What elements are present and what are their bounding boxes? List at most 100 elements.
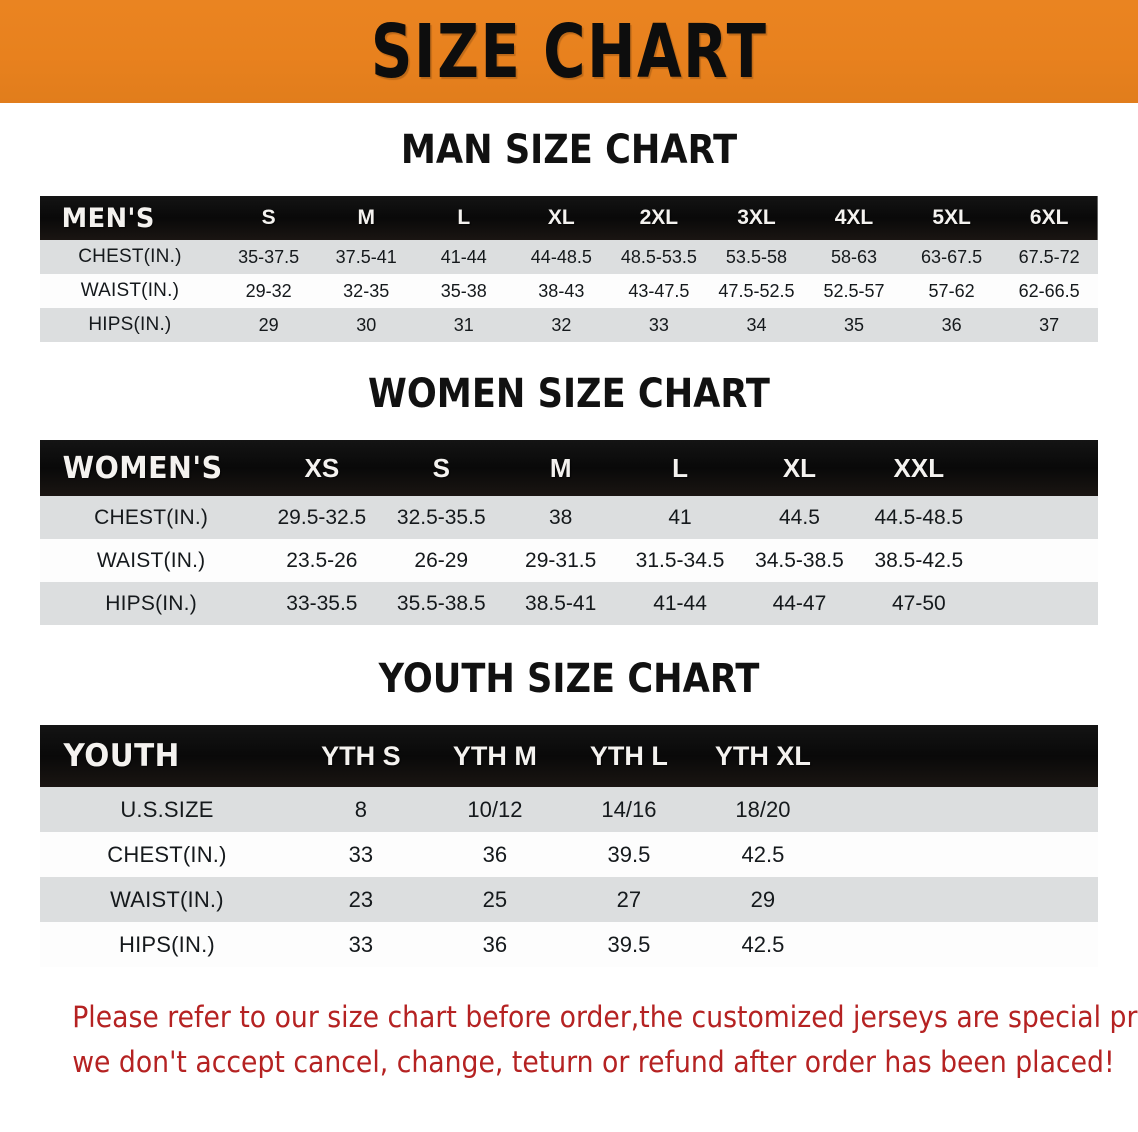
table-row: CHEST(IN.) 33 36 39.5 42.5 xyxy=(40,832,1098,877)
women-cell: 41-44 xyxy=(653,591,707,615)
man-cell: 38-43 xyxy=(538,280,585,301)
youth-cell: 36 xyxy=(482,931,508,957)
youth-size-header-empty xyxy=(964,725,1098,787)
man-size-header: 3XL xyxy=(737,206,776,229)
youth-table-wrap: YOUTH YTH S YTH M YTH L YTH XL U.S.SIZE 8 10/1… xyxy=(40,725,1098,967)
women-table-head: WOMEN'S XS S M L XL XXL xyxy=(40,440,1098,496)
youth-table-body: U.S.SIZE 8 10/12 14/16 18/20 CHEST(IN.) 33 36 3… xyxy=(40,787,1098,967)
women-size-table: WOMEN'S XS S M L XL XXL CHEST(IN.) 29.5-32.5 32.… xyxy=(40,440,1098,625)
man-table-head: MEN'S S M L XL 2XL 3XL 4XL 5XL 6XL xyxy=(40,196,1098,240)
women-size-header: XS xyxy=(304,452,340,483)
women-cell: 38.5-41 xyxy=(525,591,597,615)
man-cell: 37 xyxy=(1039,314,1060,335)
man-cell: 29-32 xyxy=(245,280,292,301)
man-cell: 48.5-53.5 xyxy=(620,246,697,267)
youth-row-label: HIPS(IN.) xyxy=(119,931,215,957)
women-cell: 44.5 xyxy=(779,505,820,529)
women-section-title: WOMEN SIZE CHART xyxy=(368,371,770,417)
youth-cell-empty xyxy=(830,877,964,922)
women-row-label: WAIST(IN.) xyxy=(96,548,206,572)
youth-section-title: YOUTH SIZE CHART xyxy=(378,656,760,702)
table-row: CHEST(IN.) 29.5-32.5 32.5-35.5 38 41 44.5 44.5… xyxy=(40,496,1098,539)
women-cell: 44-47 xyxy=(772,591,827,615)
youth-cell-empty xyxy=(964,922,1098,967)
man-cell: 47.5-52.5 xyxy=(718,280,795,301)
man-size-header: M xyxy=(357,206,375,229)
women-cell: 38 xyxy=(548,505,573,529)
man-size-header: 2XL xyxy=(639,206,679,229)
youth-cell-empty xyxy=(964,787,1098,832)
youth-cell: 39.5 xyxy=(607,841,651,867)
man-row-label: CHEST(IN.) xyxy=(78,246,182,267)
youth-cell: 8 xyxy=(354,796,368,822)
youth-cell: 33 xyxy=(348,931,374,957)
page-banner: SIZE CHART xyxy=(0,0,1138,103)
women-cell: 38.5-42.5 xyxy=(874,548,964,572)
youth-cell: 36 xyxy=(482,841,508,867)
women-row-label: HIPS(IN.) xyxy=(105,591,197,615)
women-cell: 31.5-34.5 xyxy=(635,548,725,572)
youth-row-label: CHEST(IN.) xyxy=(107,841,227,867)
man-size-header: S xyxy=(261,206,276,229)
youth-cell: 39.5 xyxy=(607,931,651,957)
man-cell: 36 xyxy=(941,314,962,335)
man-cell: 58-63 xyxy=(830,246,878,267)
man-cell: 43-47.5 xyxy=(628,280,690,301)
youth-cell-empty xyxy=(830,832,964,877)
youth-cell: 14/16 xyxy=(601,796,657,822)
man-cell: 33 xyxy=(648,314,669,335)
man-cell: 32 xyxy=(551,314,572,335)
women-cell-empty xyxy=(979,582,1098,625)
man-cell: 34 xyxy=(746,314,767,335)
man-cell: 62-66.5 xyxy=(1018,280,1080,301)
man-cell: 35-37.5 xyxy=(238,246,300,267)
women-cell: 44.5-48.5 xyxy=(874,505,964,529)
man-header-label: MEN'S xyxy=(61,202,155,234)
man-cell: 30 xyxy=(356,314,377,335)
youth-cell: 33 xyxy=(348,841,374,867)
women-size-header: L xyxy=(672,452,688,483)
man-size-header: L xyxy=(457,206,471,229)
women-size-header-empty xyxy=(979,440,1098,496)
man-row-label: WAIST(IN.) xyxy=(80,280,180,301)
man-cell: 52.5-57 xyxy=(823,280,885,301)
disclaimer-line-2: we don't accept cancel, change, teturn o… xyxy=(72,1045,1115,1079)
youth-table-head: YOUTH YTH S YTH M YTH L YTH XL xyxy=(40,725,1098,787)
youth-row-label: U.S.SIZE xyxy=(120,796,214,822)
youth-cell-empty xyxy=(964,832,1098,877)
women-size-header: XXL xyxy=(893,452,945,483)
table-row: WAIST(IN.) 23.5-26 26-29 29-31.5 31.5-34.5 34… xyxy=(40,539,1098,582)
man-cell: 53.5-58 xyxy=(725,246,787,267)
women-header-row: WOMEN'S XS S M L XL XXL xyxy=(40,440,1098,496)
banner-title: SIZE CHART xyxy=(370,8,768,95)
women-cell-empty xyxy=(979,496,1098,539)
women-row-label: CHEST(IN.) xyxy=(94,505,209,529)
table-row: WAIST(IN.) 23 25 27 29 xyxy=(40,877,1098,922)
youth-cell-empty xyxy=(830,922,964,967)
youth-size-header-empty xyxy=(830,725,964,787)
youth-cell: 18/20 xyxy=(735,796,791,822)
youth-cell-empty xyxy=(830,787,964,832)
table-row: CHEST(IN.) 35-37.5 37.5-41 41-44 44-48.5 48.5… xyxy=(40,240,1098,274)
disclaimer-text: Please refer to our size chart before or… xyxy=(72,995,1138,1085)
youth-cell: 27 xyxy=(616,886,642,912)
disclaimer-line-1: Please refer to our size chart before or… xyxy=(72,1000,1138,1034)
women-size-header: M xyxy=(549,452,572,483)
women-cell: 23.5-26 xyxy=(286,548,358,572)
women-cell: 29-31.5 xyxy=(525,548,597,572)
women-header-label: WOMEN'S xyxy=(62,450,223,486)
youth-cell: 42.5 xyxy=(741,931,785,957)
table-row: HIPS(IN.) 29 30 31 32 33 34 35 36 37 xyxy=(40,308,1098,342)
table-row: U.S.SIZE 8 10/12 14/16 18/20 xyxy=(40,787,1098,832)
youth-header-row: YOUTH YTH S YTH M YTH L YTH XL xyxy=(40,725,1098,787)
women-cell: 35.5-38.5 xyxy=(396,591,486,615)
man-cell: 35-38 xyxy=(440,280,487,301)
man-cell: 35 xyxy=(844,314,865,335)
youth-size-header: YTH S xyxy=(321,740,401,771)
man-cell: 29 xyxy=(258,314,279,335)
youth-size-header: YTH M xyxy=(452,740,537,771)
man-cell: 32-35 xyxy=(343,280,390,301)
man-cell: 31 xyxy=(453,314,474,335)
women-cell-empty xyxy=(979,539,1098,582)
